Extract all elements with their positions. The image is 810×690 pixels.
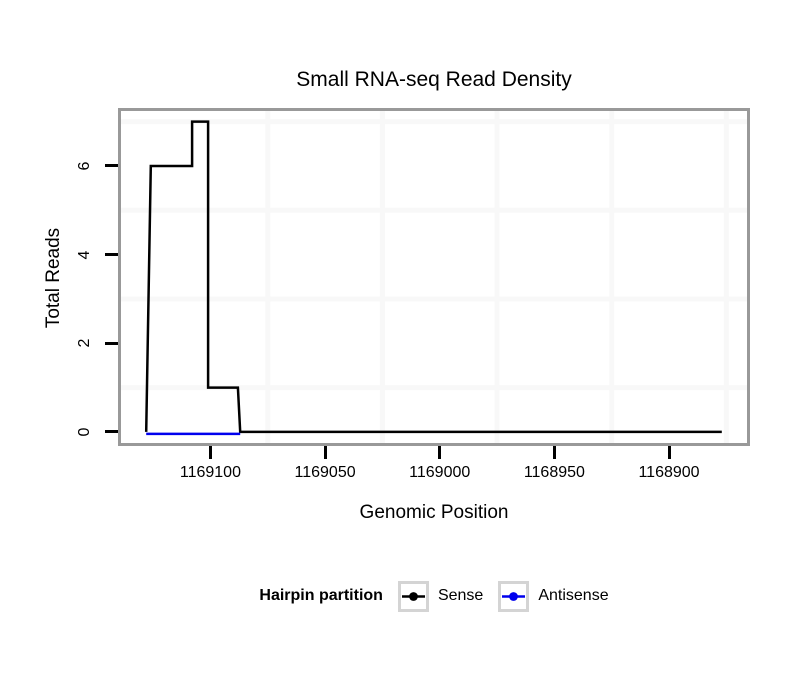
- legend-title: Hairpin partition: [259, 587, 383, 604]
- x-tick-label: 1169000: [409, 464, 471, 481]
- x-tick-mark: [552, 446, 556, 459]
- y-tick-mark: [105, 430, 118, 434]
- antisense-line-key-icon: [498, 580, 530, 612]
- legend: Hairpin partition Sense Antisense: [118, 579, 750, 613]
- series-line-sense: [144, 120, 722, 434]
- x-tick-label: 1169100: [179, 464, 241, 481]
- plot-panel: [118, 108, 750, 446]
- x-tick-mark: [667, 446, 671, 459]
- x-tick-mark: [323, 446, 327, 459]
- legend-item-sense: Sense: [397, 580, 484, 612]
- x-tick-mark: [208, 446, 212, 459]
- sense-line-key-icon: [397, 580, 429, 612]
- legend-label-antisense: Antisense: [538, 587, 609, 604]
- x-tick-label: 1168900: [638, 464, 700, 481]
- y-tick-label: 0: [76, 427, 93, 437]
- y-tick-label: 2: [76, 338, 93, 348]
- y-tick-label: 6: [76, 161, 93, 171]
- y-tick-mark: [105, 164, 118, 168]
- y-tick-label: 4: [76, 250, 93, 260]
- y-axis-title: Total Reads: [43, 227, 64, 329]
- plot-canvas: [121, 111, 747, 443]
- x-tick-mark: [438, 446, 442, 459]
- y-tick-mark: [105, 341, 118, 345]
- y-tick-mark: [105, 253, 118, 257]
- x-tick-label: 1168950: [523, 464, 585, 481]
- legend-item-antisense: Antisense: [498, 580, 609, 612]
- x-axis-title: Genomic Position: [359, 502, 509, 523]
- plot-title: Small RNA-seq Read Density: [296, 68, 572, 91]
- legend-label-sense: Sense: [437, 587, 484, 604]
- x-tick-label: 1169050: [294, 464, 356, 481]
